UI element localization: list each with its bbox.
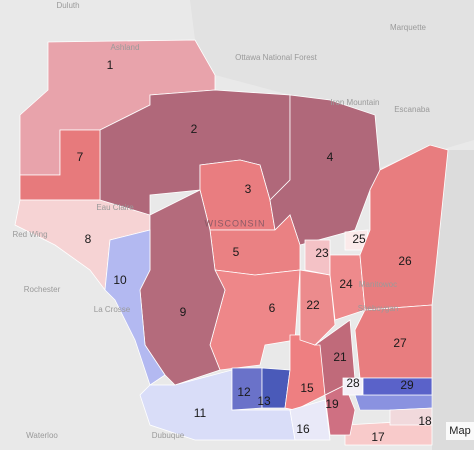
district-label: 8	[85, 232, 92, 246]
map-label: Map	[449, 425, 470, 437]
place-label: Escanaba	[394, 105, 430, 114]
district	[342, 377, 364, 396]
district-label: 11	[194, 406, 207, 420]
place-label: La Crosse	[94, 305, 131, 314]
lake-superior-region	[190, 0, 474, 168]
district-label: 4	[327, 150, 334, 164]
district-label: 10	[113, 273, 127, 287]
district-label: 15	[300, 381, 314, 395]
district-label: 29	[400, 378, 414, 392]
district-label: 7	[77, 150, 84, 164]
district-label: 28	[346, 376, 360, 390]
district-label: 22	[306, 298, 320, 312]
place-label: Iron Mountain	[331, 98, 380, 107]
place-label: Waterloo	[26, 431, 58, 440]
district-label: 3	[245, 182, 252, 196]
district-label: 16	[296, 422, 310, 436]
district-label: 13	[257, 394, 271, 408]
district-label: 26	[398, 254, 412, 268]
district-label: 9	[180, 305, 187, 319]
district	[209, 269, 301, 371]
place-label: Eau Claire	[96, 203, 134, 212]
district	[389, 407, 433, 426]
place-label: Manitowoc	[359, 280, 397, 289]
place-label: Sheboygan	[358, 304, 398, 313]
place-label: Ashland	[111, 43, 140, 52]
labels: 1234567891011121315161718192122232425262…	[12, 1, 432, 444]
district-label: 21	[333, 350, 347, 364]
lake-michigan	[432, 150, 474, 450]
district-area	[354, 394, 433, 411]
place-label: Red Wing	[12, 230, 47, 239]
district-label: 27	[393, 336, 407, 350]
district-label: 17	[371, 430, 385, 444]
district	[289, 399, 331, 441]
districts	[14, 39, 449, 446]
district-label: 1	[107, 58, 114, 72]
place-label: Marquette	[390, 23, 427, 32]
district	[104, 229, 166, 386]
place-label: Ottawa National Forest	[235, 53, 318, 62]
district-label: 19	[325, 397, 339, 411]
place-label: Rochester	[24, 285, 61, 294]
district	[284, 334, 326, 411]
place-label: Duluth	[56, 1, 79, 10]
district-label: 25	[352, 232, 366, 246]
district	[362, 377, 433, 396]
district-label: 23	[315, 246, 329, 260]
district	[329, 254, 366, 321]
place-label: Dubuque	[152, 431, 185, 440]
district-label: 24	[339, 277, 353, 291]
district-label: 2	[191, 122, 198, 136]
district-label: 18	[418, 414, 432, 428]
district	[269, 94, 381, 246]
district-label: 12	[237, 385, 251, 399]
place-label: WISCONSIN	[204, 218, 265, 228]
district-label: 5	[233, 245, 240, 259]
district-label: 6	[269, 301, 276, 315]
map-label-bg	[446, 422, 474, 440]
